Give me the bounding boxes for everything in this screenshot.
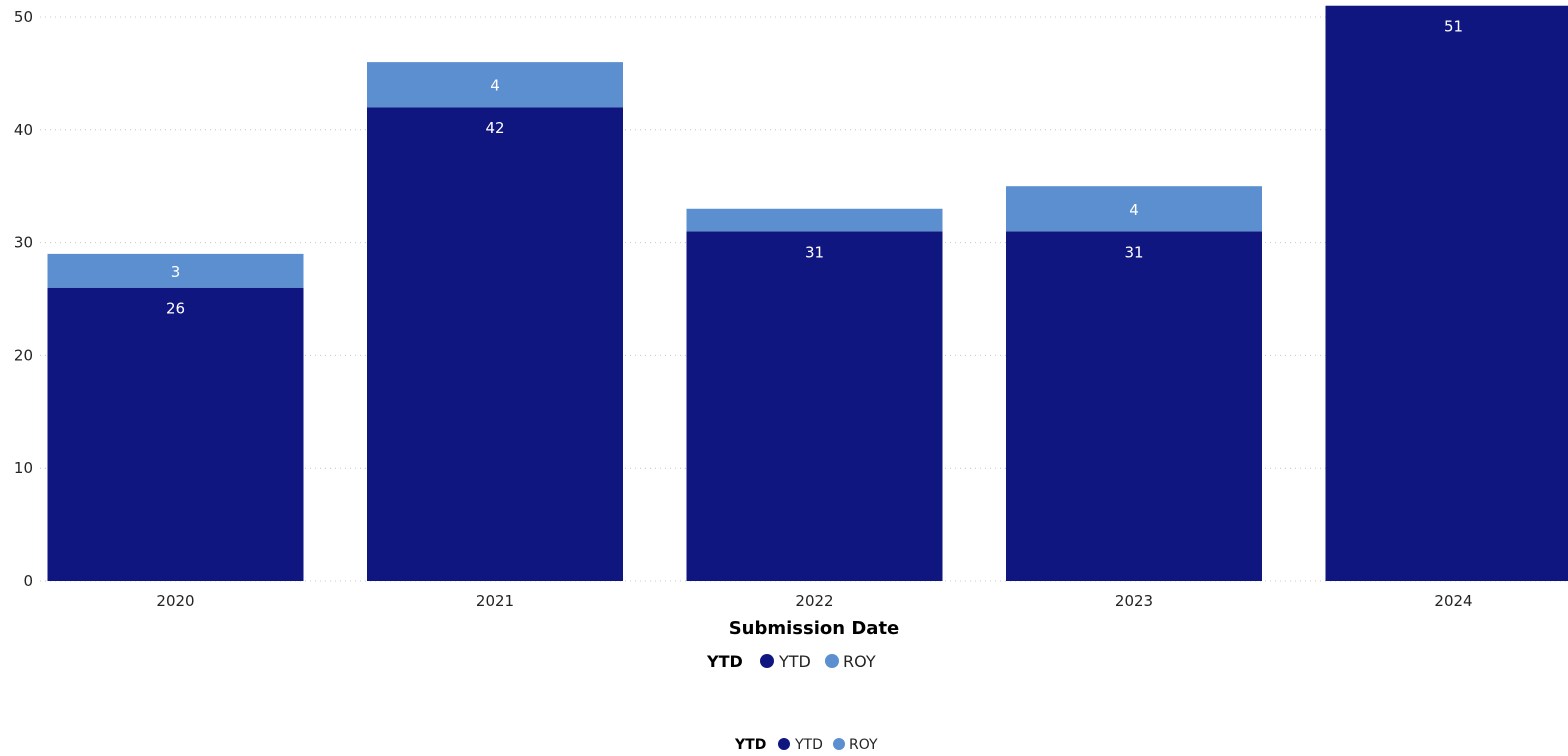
bar-roy-2020[interactable]: [47, 253, 304, 288]
y-tick-label: 30: [14, 234, 33, 252]
bar-ytd-2021[interactable]: [367, 107, 623, 582]
bar-roy-2022[interactable]: [686, 208, 943, 232]
bar-ytd-2022[interactable]: [686, 231, 943, 581]
data-label-roy-2023: 4: [1129, 201, 1139, 219]
bar-ytd-2020[interactable]: [47, 287, 304, 581]
legend-marker-roy: [825, 654, 839, 668]
legend-repeat-title: YTD: [734, 737, 766, 753]
data-labels: 26 3 42 4 31 31 4 51: [166, 18, 1463, 318]
data-label-ytd-2023: 31: [1124, 243, 1143, 261]
legend-marker-ytd: [760, 654, 774, 668]
bar-roy-2023[interactable]: [1006, 186, 1262, 232]
legend-repeat-label-ytd[interactable]: YTD: [794, 737, 823, 753]
data-label-ytd-2020: 26: [166, 300, 185, 318]
bar-roy-2021[interactable]: [367, 62, 623, 108]
y-tick-label: 0: [23, 572, 33, 590]
x-tick-label: 2024: [1434, 592, 1472, 610]
y-tick-label: 50: [14, 8, 33, 26]
x-tick-label: 2023: [1115, 592, 1153, 610]
legend-label-ytd[interactable]: YTD: [778, 652, 811, 671]
data-label-roy-2020: 3: [171, 263, 181, 281]
legend-title: YTD: [706, 652, 743, 671]
x-tick-label: 2022: [795, 592, 833, 610]
x-tick-label: 2020: [156, 592, 194, 610]
legend-repeat-marker-ytd: [778, 738, 790, 750]
x-axis-title: Submission Date: [729, 618, 900, 639]
legend-repeat-marker-roy: [833, 738, 845, 750]
legend-label-roy[interactable]: ROY: [843, 652, 876, 671]
data-label-ytd-2021: 42: [485, 119, 504, 137]
legend-repeat-label-roy[interactable]: ROY: [849, 737, 878, 753]
x-axis-ticks: 2020 2021 2022 2023 2024: [156, 592, 1472, 610]
legend[interactable]: YTD YTD ROY: [706, 652, 876, 671]
legend-repeat[interactable]: YTD YTD ROY: [734, 737, 878, 753]
y-tick-label: 10: [14, 459, 33, 477]
x-tick-label: 2021: [476, 592, 514, 610]
bar-ytd-2023[interactable]: [1006, 231, 1262, 581]
data-label-roy-2021: 4: [490, 77, 500, 95]
y-tick-label: 40: [14, 121, 33, 139]
data-label-ytd-2024: 51: [1444, 18, 1463, 36]
y-axis-ticks: 0 10 20 30 40 50: [14, 8, 33, 590]
bar-ytd-2024[interactable]: [1325, 5, 1568, 582]
data-label-ytd-2022: 31: [805, 243, 824, 261]
bars: [47, 5, 1568, 582]
y-tick-label: 20: [14, 346, 33, 364]
